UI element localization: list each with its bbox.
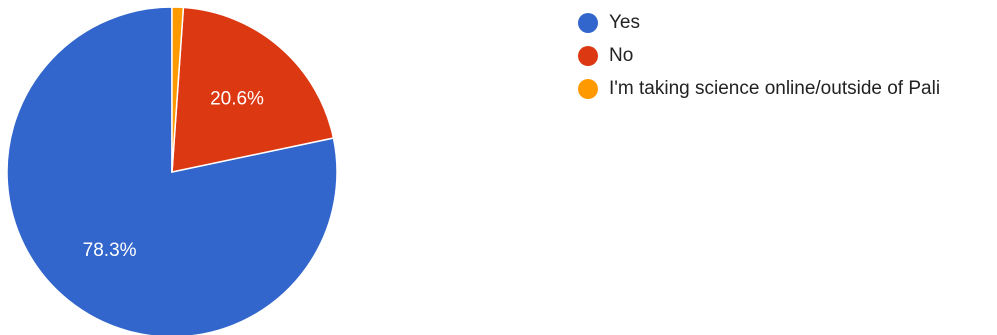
legend-label-yes: Yes — [609, 11, 640, 33]
slice-yes[interactable] — [6, 6, 338, 335]
legend-label-online: I'm taking science online/outside of Pal… — [609, 77, 941, 99]
legend-item-no[interactable]: No — [578, 39, 940, 72]
slice-label-yes: 78.3% — [83, 240, 137, 261]
slice-label-no: 20.6% — [210, 88, 264, 109]
legend: Yes No I'm taking science online/outside… — [578, 6, 940, 105]
legend-swatch-online — [578, 78, 598, 99]
legend-item-yes[interactable]: Yes — [578, 6, 940, 39]
legend-swatch-no — [578, 45, 598, 66]
slice-online[interactable] — [171, 6, 185, 173]
legend-label-no: No — [609, 44, 634, 66]
pie-chart: 78.3% 20.6% — [6, 6, 338, 335]
slice-no[interactable] — [171, 6, 335, 173]
legend-swatch-yes — [578, 12, 598, 33]
legend-item-online[interactable]: I'm taking science online/outside of Pal… — [578, 72, 940, 105]
